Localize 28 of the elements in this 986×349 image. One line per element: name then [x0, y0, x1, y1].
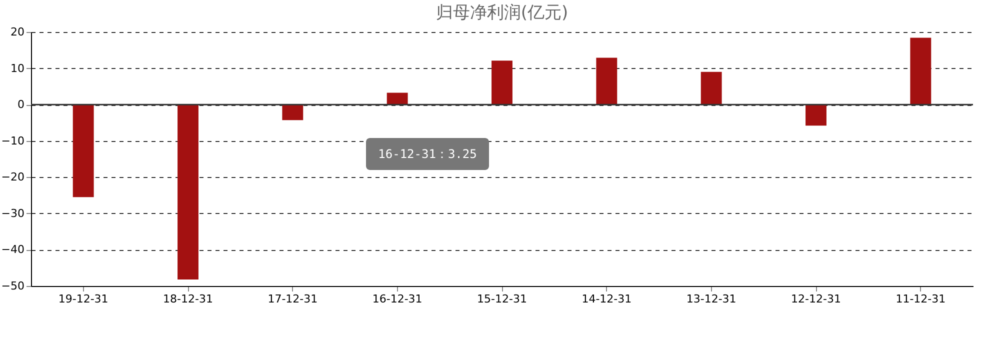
x-tick-label: 19-12-31 [58, 292, 108, 306]
x-tick-label: 13-12-31 [686, 292, 736, 306]
x-tick-label: 15-12-31 [477, 292, 527, 306]
bar [596, 58, 618, 105]
bar [492, 60, 512, 105]
x-tick-label: 14-12-31 [582, 292, 632, 306]
y-tick-label: 10 [10, 62, 24, 75]
y-tick-label: 0 [18, 98, 24, 112]
x-tick-label: 11-12-31 [896, 292, 946, 306]
y-tick-label: −10 [1, 134, 24, 148]
y-tick-label: −50 [1, 280, 24, 292]
x-tick-label: 18-12-31 [163, 292, 213, 306]
bar [386, 92, 408, 105]
bar [910, 38, 932, 105]
x-tick-label: 17-12-31 [268, 292, 318, 306]
y-tick-label: 20 [10, 26, 24, 38]
x-tick-label: 12-12-31 [791, 292, 841, 306]
y-tick-label: −20 [1, 170, 24, 184]
y-tick-label: −40 [1, 243, 24, 256]
bar [178, 104, 198, 280]
bar [806, 104, 826, 126]
y-tick-label: −30 [1, 206, 24, 220]
bar [282, 104, 304, 120]
x-tick-label: 16-12-31 [372, 292, 422, 306]
chart-title: 归母净利润(亿元) [436, 3, 568, 23]
bar [72, 104, 94, 198]
annotation: 16-12-31：3.25 [378, 147, 477, 161]
bar [700, 72, 722, 105]
